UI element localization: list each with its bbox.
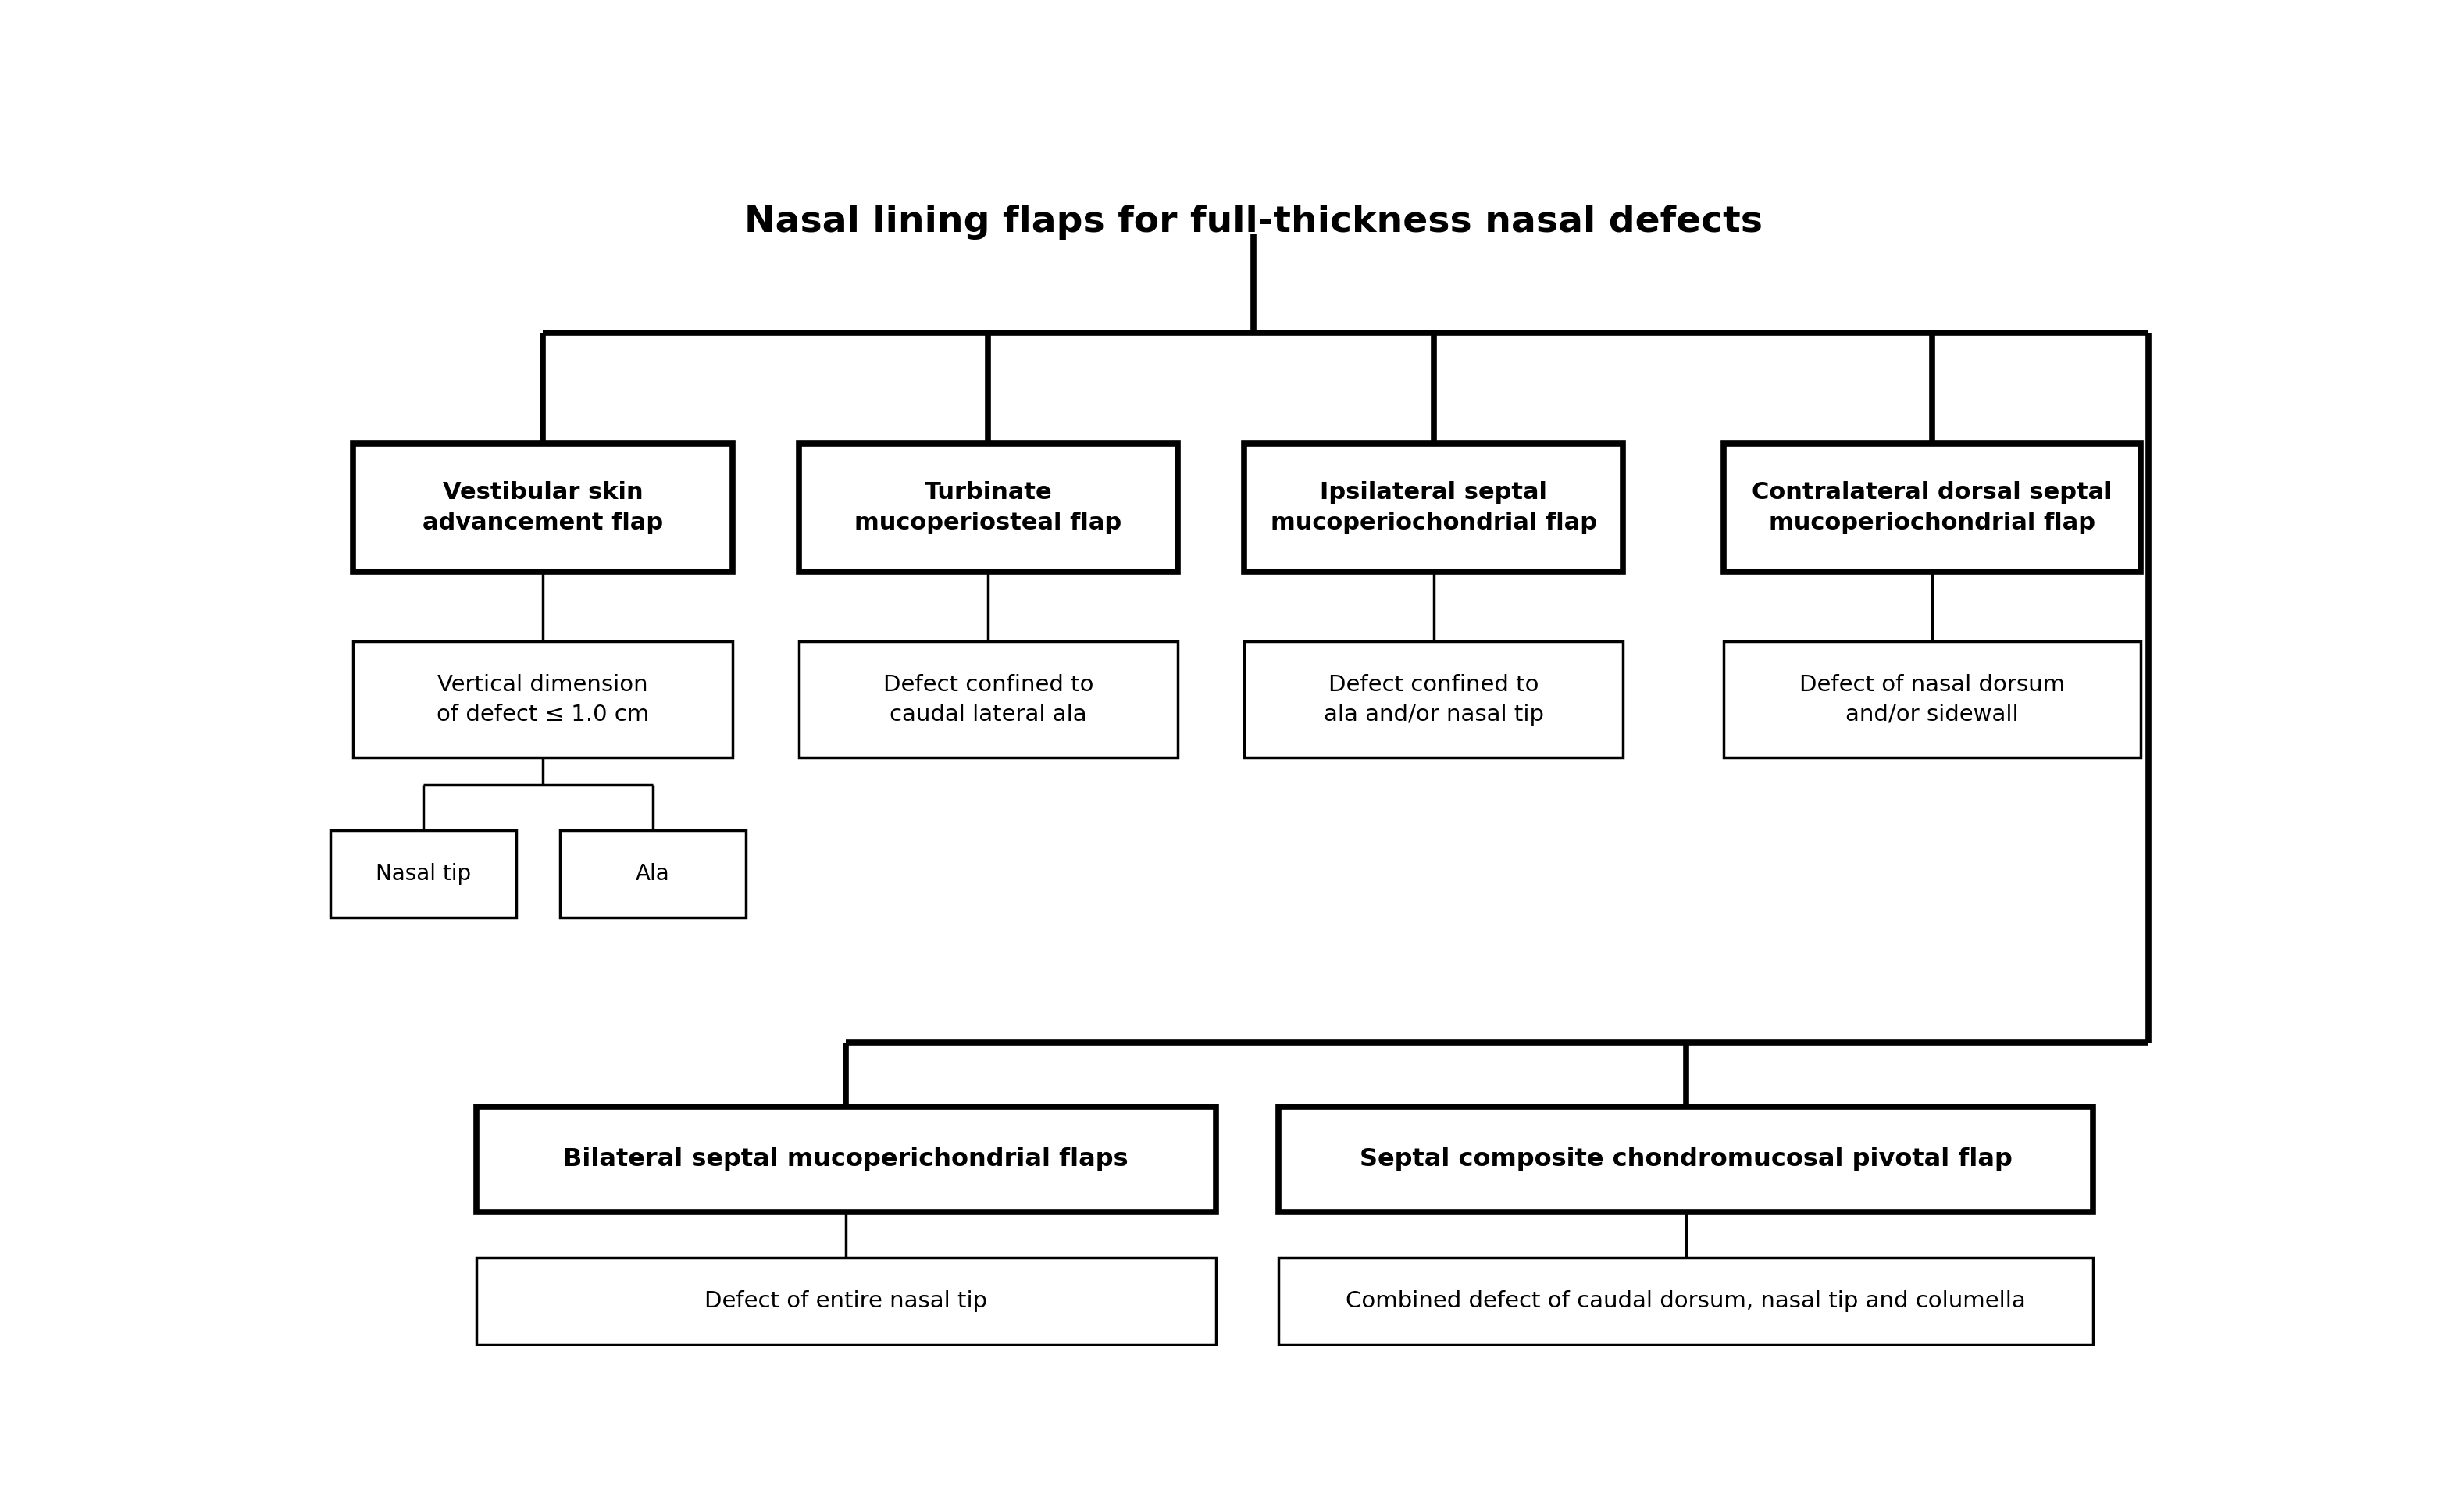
FancyBboxPatch shape bbox=[477, 1107, 1216, 1211]
FancyBboxPatch shape bbox=[352, 443, 731, 572]
Text: Defect of entire nasal tip: Defect of entire nasal tip bbox=[704, 1291, 988, 1312]
FancyBboxPatch shape bbox=[477, 1258, 1216, 1346]
Text: Combined defect of caudal dorsum, nasal tip and columella: Combined defect of caudal dorsum, nasal … bbox=[1345, 1291, 2025, 1312]
FancyBboxPatch shape bbox=[800, 443, 1179, 572]
FancyBboxPatch shape bbox=[1245, 443, 1624, 572]
Text: Septal composite chondromucosal pivotal flap: Septal composite chondromucosal pivotal … bbox=[1360, 1148, 2013, 1172]
FancyBboxPatch shape bbox=[330, 830, 516, 918]
Text: Contralateral dorsal septal
mucoperiochondrial flap: Contralateral dorsal septal mucoperiocho… bbox=[1751, 481, 2113, 534]
FancyBboxPatch shape bbox=[1279, 1258, 2094, 1346]
Text: Nasal lining flaps for full-thickness nasal defects: Nasal lining flaps for full-thickness na… bbox=[744, 204, 1764, 240]
FancyBboxPatch shape bbox=[1279, 1107, 2094, 1211]
Text: Bilateral septal mucoperichondrial flaps: Bilateral septal mucoperichondrial flaps bbox=[563, 1148, 1128, 1172]
Text: Vertical dimension
of defect ≤ 1.0 cm: Vertical dimension of defect ≤ 1.0 cm bbox=[435, 674, 648, 726]
Text: Nasal tip: Nasal tip bbox=[377, 863, 472, 885]
Text: Defect confined to
caudal lateral ala: Defect confined to caudal lateral ala bbox=[883, 674, 1093, 726]
Text: Turbinate
mucoperiosteal flap: Turbinate mucoperiosteal flap bbox=[854, 481, 1123, 534]
FancyBboxPatch shape bbox=[352, 641, 731, 758]
Text: Defect confined to
ala and/or nasal tip: Defect confined to ala and/or nasal tip bbox=[1323, 674, 1543, 726]
Text: Vestibular skin
advancement flap: Vestibular skin advancement flap bbox=[423, 481, 663, 534]
Text: Ala: Ala bbox=[636, 863, 670, 885]
FancyBboxPatch shape bbox=[1724, 443, 2140, 572]
Text: Ipsilateral septal
mucoperiochondrial flap: Ipsilateral septal mucoperiochondrial fl… bbox=[1269, 481, 1597, 534]
FancyBboxPatch shape bbox=[800, 641, 1179, 758]
FancyBboxPatch shape bbox=[1724, 641, 2140, 758]
FancyBboxPatch shape bbox=[1245, 641, 1624, 758]
Text: Defect of nasal dorsum
and/or sidewall: Defect of nasal dorsum and/or sidewall bbox=[1800, 674, 2064, 726]
FancyBboxPatch shape bbox=[560, 830, 746, 918]
